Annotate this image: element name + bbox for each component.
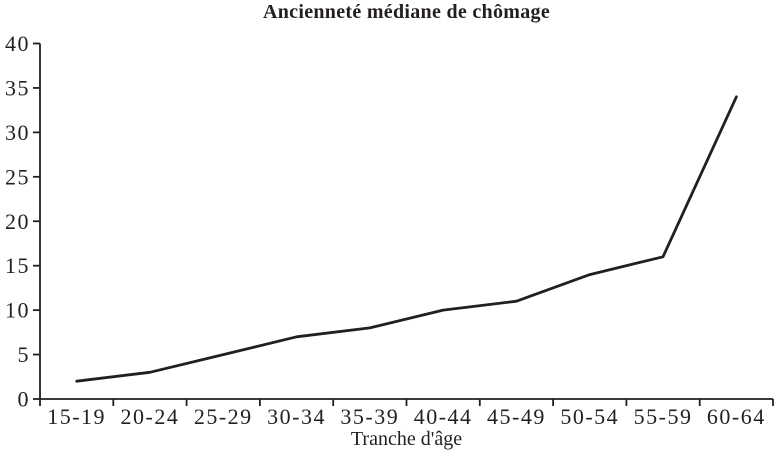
y-tick-label: 0 <box>18 387 31 412</box>
x-tick-label: 15-19 <box>47 404 106 429</box>
x-axis-title: Tranche d'âge <box>350 428 463 450</box>
data-line-series <box>75 95 738 383</box>
x-tick-label: 35-39 <box>340 404 399 429</box>
chart-title: Ancienneté médiane de chômage <box>263 1 550 23</box>
x-tick-label: 50-54 <box>560 404 619 429</box>
axis-lines <box>39 43 773 400</box>
y-tick-label: 10 <box>5 298 30 323</box>
y-tick-label: 30 <box>5 120 30 145</box>
y-tick-label: 15 <box>5 253 30 278</box>
x-tick-label: 25-29 <box>194 404 253 429</box>
x-tick-label: 60-64 <box>707 404 766 429</box>
x-tick-label: 55-59 <box>634 404 693 429</box>
x-tick-label: 20-24 <box>121 404 180 429</box>
y-tick-label: 35 <box>5 75 30 100</box>
x-tick-label: 30-34 <box>267 404 326 429</box>
x-tick-label: 40-44 <box>414 404 473 429</box>
y-tick-label: 5 <box>18 342 31 367</box>
y-tick-label: 25 <box>5 164 30 189</box>
y-tick-label: 40 <box>5 31 30 56</box>
x-tick-label: 45-49 <box>487 404 546 429</box>
y-tick-label: 20 <box>5 209 30 234</box>
